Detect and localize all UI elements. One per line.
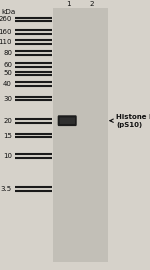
Text: 10: 10 bbox=[3, 153, 12, 159]
Text: 80: 80 bbox=[3, 50, 12, 56]
Text: 1: 1 bbox=[66, 1, 70, 7]
Text: 50: 50 bbox=[3, 70, 12, 76]
Text: 3.5: 3.5 bbox=[1, 186, 12, 192]
Text: 20: 20 bbox=[3, 118, 12, 124]
Bar bbox=[53, 8, 108, 262]
Text: Histone H3
(pS10): Histone H3 (pS10) bbox=[116, 114, 150, 128]
Text: 160: 160 bbox=[0, 29, 12, 35]
FancyBboxPatch shape bbox=[58, 115, 77, 126]
Text: 15: 15 bbox=[3, 133, 12, 139]
Text: 2: 2 bbox=[90, 1, 94, 7]
Text: 110: 110 bbox=[0, 39, 12, 45]
Text: kDa: kDa bbox=[2, 9, 16, 15]
Text: 40: 40 bbox=[3, 81, 12, 87]
Text: 60: 60 bbox=[3, 62, 12, 68]
Text: 260: 260 bbox=[0, 16, 12, 22]
FancyBboxPatch shape bbox=[60, 117, 75, 124]
Text: 30: 30 bbox=[3, 96, 12, 102]
